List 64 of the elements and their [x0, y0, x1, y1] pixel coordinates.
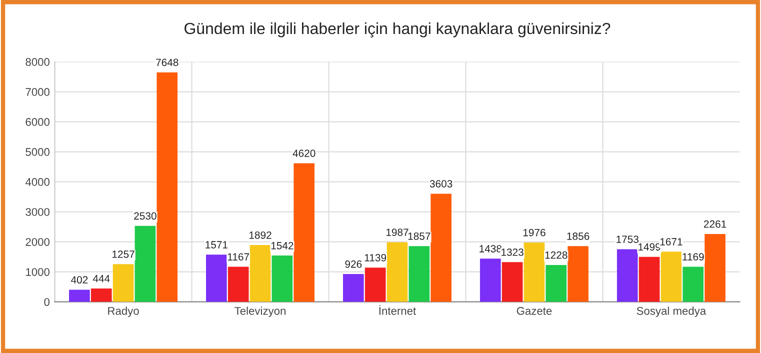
bar	[480, 258, 501, 302]
bar	[343, 274, 364, 302]
data-label: 1139	[364, 254, 386, 262]
y-tick-label: 6000	[26, 118, 50, 126]
data-label: 1857	[408, 232, 430, 240]
bar	[568, 246, 588, 302]
bar	[408, 246, 430, 302]
y-tick-label: 4000	[25, 178, 50, 186]
bar	[90, 288, 112, 302]
bar	[69, 290, 90, 302]
y-tick-label: 8000	[26, 58, 50, 66]
data-label: 3603	[430, 180, 452, 188]
bar	[112, 264, 134, 302]
bar	[272, 256, 293, 302]
chart-title: Gündem ile ilgili haberler için hangi kaynaklara güvenirsiniz?	[184, 22, 610, 38]
bar	[228, 266, 249, 302]
bar	[682, 266, 704, 302]
data-label: 2261	[704, 220, 726, 228]
data-label: 1167	[228, 253, 250, 261]
data-label: 1323	[502, 248, 524, 256]
bar	[156, 72, 178, 302]
y-tick-label: 7000	[26, 88, 50, 96]
data-label: 1438	[480, 245, 502, 252]
data-label: 2530	[134, 212, 156, 220]
bar	[364, 268, 386, 302]
x-tick-label: Radyo	[108, 306, 139, 318]
data-label: 1892	[249, 231, 272, 239]
data-label: 444	[92, 275, 110, 282]
y-tick-label: 2000	[26, 238, 50, 246]
x-tick-label: İnternet	[379, 305, 416, 315]
data-label: 1987	[386, 228, 408, 236]
data-label: 1571	[206, 241, 228, 248]
bar	[704, 234, 726, 302]
data-label: 1169	[682, 253, 704, 261]
bar	[294, 163, 315, 302]
x-tick-label: Televizyon	[234, 306, 286, 318]
data-label: 1856	[567, 232, 590, 240]
y-tick-label: 5000	[26, 148, 50, 156]
data-label: 1542	[271, 242, 294, 250]
y-tick-label: 1000	[26, 268, 50, 276]
bar	[502, 262, 523, 302]
y-tick-label: 3000	[26, 208, 50, 216]
bar	[134, 226, 156, 302]
data-label: 402	[71, 276, 88, 284]
bar	[616, 249, 638, 302]
data-label: 4620	[292, 150, 316, 157]
x-tick-label: Gazete	[516, 306, 552, 315]
data-label: 1671	[660, 238, 682, 246]
data-label: 7648	[156, 58, 178, 66]
data-label: 1976	[523, 228, 546, 236]
bar	[206, 254, 227, 302]
data-label: 926	[345, 260, 362, 268]
data-label: 1257	[112, 250, 134, 258]
bar	[386, 242, 408, 302]
bar	[250, 245, 271, 302]
x-tick-label: Sosyal medya	[636, 306, 706, 318]
bar	[524, 242, 545, 302]
bar	[546, 264, 567, 302]
y-tick-label: 0	[44, 298, 50, 306]
data-label: 1228	[545, 251, 568, 259]
bar	[638, 256, 660, 302]
data-label: 1753	[616, 236, 638, 243]
bar	[430, 194, 452, 302]
bar	[660, 252, 682, 302]
